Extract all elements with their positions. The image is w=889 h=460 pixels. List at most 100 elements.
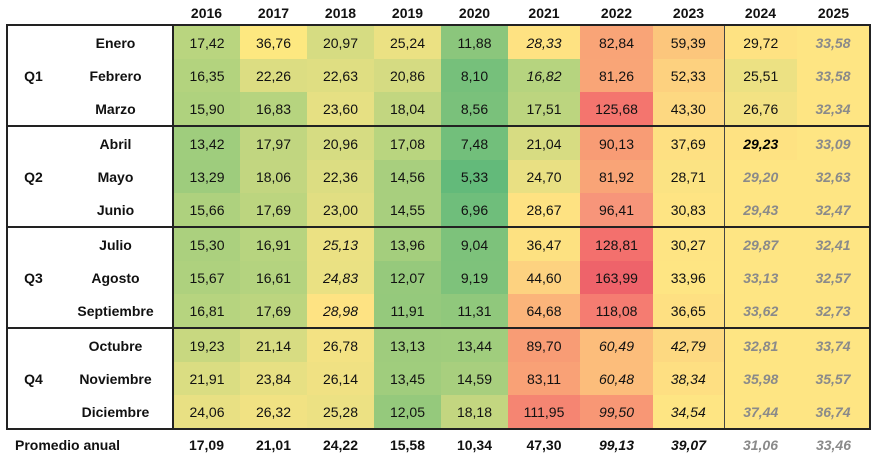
value-cell[interactable]: 32,41 <box>797 226 871 261</box>
month-label[interactable]: Enero <box>59 24 174 59</box>
value-cell[interactable]: 28,71 <box>653 160 725 193</box>
value-cell[interactable]: 17,97 <box>240 125 307 160</box>
quarter-label[interactable]: Q2 <box>6 125 59 228</box>
value-cell[interactable]: 16,35 <box>173 59 240 92</box>
quarter-label[interactable]: Q4 <box>6 327 59 430</box>
month-label[interactable]: Junio <box>59 193 174 228</box>
value-cell[interactable]: 18,18 <box>441 395 508 430</box>
corner-cell[interactable] <box>7 2 59 25</box>
average-value[interactable]: 99,13 <box>598 437 635 453</box>
value-cell[interactable]: 11,88 <box>441 24 508 59</box>
year-header[interactable]: 2022 <box>600 5 633 21</box>
value-cell[interactable]: 15,30 <box>173 226 240 261</box>
value-cell[interactable]: 32,81 <box>724 327 797 362</box>
value-cell[interactable]: 5,33 <box>441 160 508 193</box>
value-cell[interactable]: 36,65 <box>653 294 725 329</box>
value-cell[interactable]: 33,58 <box>797 24 871 59</box>
value-cell[interactable]: 128,81 <box>580 226 653 261</box>
average-value[interactable]: 21,01 <box>255 437 292 453</box>
value-cell[interactable]: 18,06 <box>240 160 307 193</box>
average-value[interactable]: 33,46 <box>815 437 852 453</box>
value-cell[interactable]: 29,87 <box>724 226 797 261</box>
value-cell[interactable]: 35,57 <box>797 362 871 395</box>
value-cell[interactable]: 21,14 <box>240 327 307 362</box>
value-cell[interactable]: 25,28 <box>307 395 374 430</box>
value-cell[interactable]: 33,96 <box>653 261 725 294</box>
value-cell[interactable]: 13,44 <box>441 327 508 362</box>
year-header[interactable]: 2018 <box>324 5 357 21</box>
quarter-label[interactable]: Q1 <box>6 24 59 127</box>
month-label[interactable]: Noviembre <box>59 362 174 395</box>
value-cell[interactable]: 30,27 <box>653 226 725 261</box>
value-cell[interactable]: 19,23 <box>173 327 240 362</box>
year-header[interactable]: 2017 <box>257 5 290 21</box>
value-cell[interactable]: 32,47 <box>797 193 871 228</box>
average-value[interactable]: 15,58 <box>389 437 426 453</box>
year-header[interactable]: 2021 <box>528 5 560 21</box>
value-cell[interactable]: 16,91 <box>240 226 307 261</box>
month-label[interactable]: Julio <box>59 226 174 261</box>
value-cell[interactable]: 81,92 <box>580 160 653 193</box>
value-cell[interactable]: 22,63 <box>307 59 374 92</box>
value-cell[interactable]: 17,69 <box>240 294 307 329</box>
value-cell[interactable]: 24,70 <box>508 160 580 193</box>
value-cell[interactable]: 33,13 <box>724 261 797 294</box>
value-cell[interactable]: 32,63 <box>797 160 871 193</box>
value-cell[interactable]: 28,98 <box>307 294 374 329</box>
average-value[interactable]: 31,06 <box>742 437 779 453</box>
value-cell[interactable]: 17,69 <box>240 193 307 228</box>
year-header[interactable]: 2020 <box>458 5 491 21</box>
value-cell[interactable]: 125,68 <box>580 92 653 127</box>
value-cell[interactable]: 8,56 <box>441 92 508 127</box>
value-cell[interactable]: 22,26 <box>240 59 307 92</box>
value-cell[interactable]: 38,34 <box>653 362 725 395</box>
month-label[interactable]: Abril <box>59 125 174 160</box>
value-cell[interactable]: 25,24 <box>374 24 441 59</box>
average-label[interactable]: Promedio anual <box>15 437 121 453</box>
average-value[interactable]: 47,30 <box>526 437 562 453</box>
value-cell[interactable]: 20,86 <box>374 59 441 92</box>
value-cell[interactable]: 17,42 <box>173 24 240 59</box>
month-label[interactable]: Diciembre <box>59 395 174 430</box>
quarter-label[interactable]: Q3 <box>6 226 59 329</box>
year-header[interactable]: 2023 <box>672 5 705 21</box>
value-cell[interactable]: 8,10 <box>441 59 508 92</box>
value-cell[interactable]: 36,74 <box>797 395 871 430</box>
value-cell[interactable]: 36,76 <box>240 24 307 59</box>
value-cell[interactable]: 59,39 <box>653 24 725 59</box>
value-cell[interactable]: 29,43 <box>724 193 797 228</box>
month-label[interactable]: Febrero <box>59 59 174 92</box>
average-value[interactable]: 10,34 <box>456 437 493 453</box>
value-cell[interactable]: 24,83 <box>307 261 374 294</box>
value-cell[interactable]: 60,48 <box>580 362 653 395</box>
value-cell[interactable]: 26,14 <box>307 362 374 395</box>
value-cell[interactable]: 11,91 <box>374 294 441 329</box>
year-header[interactable]: 2024 <box>744 5 777 21</box>
year-header[interactable]: 2019 <box>391 5 424 21</box>
month-label[interactable]: Agosto <box>59 261 174 294</box>
value-cell[interactable]: 26,32 <box>240 395 307 430</box>
average-value[interactable]: 17,09 <box>188 437 225 453</box>
value-cell[interactable]: 29,20 <box>724 160 797 193</box>
value-cell[interactable]: 20,97 <box>307 24 374 59</box>
value-cell[interactable]: 23,84 <box>240 362 307 395</box>
value-cell[interactable]: 43,30 <box>653 92 725 127</box>
value-cell[interactable]: 163,99 <box>580 261 653 294</box>
value-cell[interactable]: 17,08 <box>374 125 441 160</box>
value-cell[interactable]: 33,09 <box>797 125 871 160</box>
value-cell[interactable]: 25,51 <box>724 59 797 92</box>
value-cell[interactable]: 33,62 <box>724 294 797 329</box>
value-cell[interactable]: 28,67 <box>508 193 580 228</box>
value-cell[interactable]: 42,79 <box>653 327 725 362</box>
value-cell[interactable]: 30,83 <box>653 193 725 228</box>
value-cell[interactable]: 29,72 <box>724 24 797 59</box>
value-cell[interactable]: 37,44 <box>724 395 797 430</box>
value-cell[interactable]: 9,19 <box>441 261 508 294</box>
value-cell[interactable]: 13,45 <box>374 362 441 395</box>
value-cell[interactable]: 29,23 <box>724 125 797 160</box>
value-cell[interactable]: 16,82 <box>508 59 580 92</box>
month-label[interactable]: Octubre <box>59 327 174 362</box>
year-header[interactable]: 2016 <box>190 5 223 21</box>
value-cell[interactable]: 15,90 <box>173 92 240 127</box>
value-cell[interactable]: 16,83 <box>240 92 307 127</box>
